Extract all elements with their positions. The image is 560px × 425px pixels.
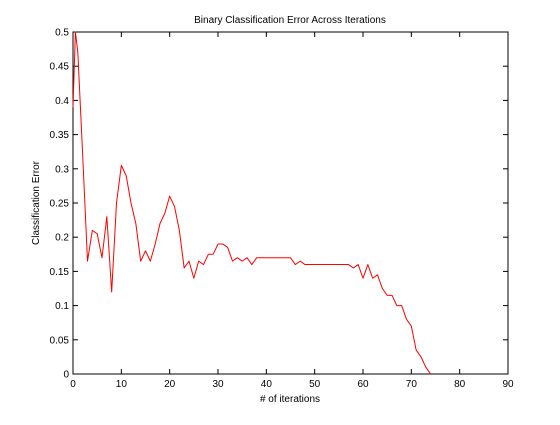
x-tick-label: 20 [164, 379, 176, 390]
y-tick-label: 0.45 [50, 62, 70, 73]
x-tick-label: 90 [502, 379, 514, 390]
y-tick-labels: 0 0.05 0.1 0.15 0.2 0.25 0.3 0.35 0.4 0.45 0.5 [50, 28, 70, 381]
y-tick-label: 0.3 [55, 164, 69, 175]
x-axis-label: # of iterations [260, 394, 320, 405]
y-tick-label: 0.25 [50, 199, 70, 210]
x-tick-label: 40 [261, 379, 273, 390]
chart-title: Binary Classification Error Across Itera… [194, 15, 386, 26]
x-tick-label: 50 [309, 379, 321, 390]
x-tick-label: 70 [406, 379, 418, 390]
x-tick-labels: 0 10 20 30 40 50 60 70 80 90 [70, 379, 514, 390]
y-tick-label: 0.4 [55, 96, 69, 107]
y-tick-label: 0.5 [55, 28, 69, 39]
x-tick-label: 30 [212, 379, 224, 390]
axis-ticks [72, 31, 509, 375]
y-tick-label: 0.1 [55, 301, 69, 312]
y-tick-label: 0.2 [55, 233, 69, 244]
plot-area [72, 31, 509, 375]
y-tick-label: 0.15 [50, 267, 70, 278]
series-line-0 [72, 31, 432, 375]
series-layer [72, 31, 432, 375]
y-tick-label: 0 [63, 370, 69, 381]
x-tick-label: 80 [454, 379, 466, 390]
y-tick-label: 0.35 [50, 130, 70, 141]
x-tick-label: 60 [357, 379, 369, 390]
y-axis-label: Classification Error [31, 160, 42, 245]
y-tick-label: 0.05 [50, 335, 70, 346]
x-tick-label: 0 [70, 379, 76, 390]
x-tick-label: 10 [116, 379, 128, 390]
